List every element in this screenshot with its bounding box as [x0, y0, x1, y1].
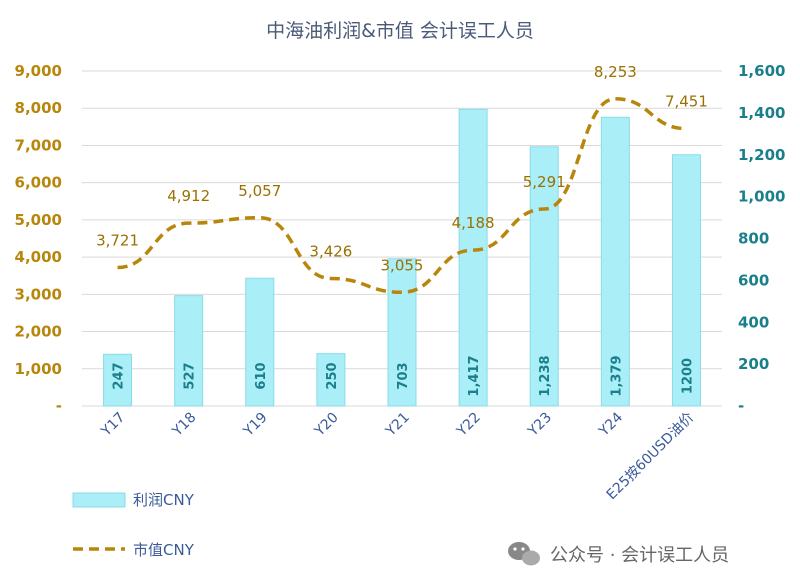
right-tick-label: 1,600	[738, 62, 785, 80]
line-labels: 3,721 4,912 5,057 3,426 3,055 4,188 5,291 8,253…	[96, 63, 708, 274]
left-tick-label: 6,000	[15, 174, 62, 192]
bar-series	[103, 108, 701, 407]
bar	[245, 277, 275, 407]
legend-label-bar: 利润CNY	[133, 491, 195, 509]
legend: 利润CNY 市值CNY	[72, 491, 195, 559]
bar-value-label: 1,379	[609, 355, 624, 396]
category-label: Y17	[98, 410, 129, 441]
left-tick-label: 4,000	[15, 248, 62, 266]
bar	[458, 108, 488, 407]
bar-labels: 247 527 610 250 703 1,417 1,238 1,379 1200	[112, 355, 696, 396]
bar	[600, 116, 630, 407]
legend-label-line: 市值CNY	[133, 541, 195, 559]
category-label: Y24	[595, 409, 626, 440]
bar-value-label: 1,238	[538, 355, 553, 396]
left-tick-label: -	[56, 397, 62, 415]
category-label: Y20	[311, 410, 342, 441]
category-label: Y21	[382, 410, 413, 441]
bar-value-label: 250	[325, 362, 340, 389]
bar-value-label: 527	[183, 362, 198, 389]
watermark-text: 公众号 · 会计误工人员	[550, 545, 729, 566]
left-tick-label: 5,000	[15, 211, 62, 229]
left-tick-label: 1,000	[15, 360, 62, 378]
category-label: Y23	[524, 410, 555, 441]
bar	[387, 258, 417, 407]
right-tick-label: 1,400	[738, 104, 785, 122]
right-tick-label: 400	[738, 313, 769, 331]
left-tick-label: 2,000	[15, 323, 62, 341]
right-tick-label: -	[738, 397, 744, 415]
bar	[671, 154, 701, 407]
chart-title: 中海油利润&市值 会计误工人员	[266, 20, 534, 42]
bar	[174, 295, 204, 407]
watermark: 公众号 · 会计误工人员	[508, 542, 729, 566]
left-tick-label: 8,000	[15, 99, 62, 117]
bar	[103, 353, 133, 407]
left-axis: - 1,000 2,000 3,000 4,000 5,000 6,000 7,000 8,00…	[15, 62, 62, 415]
line-series	[117, 97, 687, 295]
line-value-label: 3,055	[381, 256, 424, 274]
bar-value-label: 1200	[680, 358, 695, 394]
bar-value-label: 703	[396, 362, 411, 389]
right-tick-label: 800	[738, 230, 769, 248]
left-tick-label: 3,000	[15, 285, 62, 303]
bar-value-label: 610	[254, 362, 269, 389]
category-label: Y18	[169, 410, 200, 441]
line-value-label: 7,451	[665, 93, 708, 111]
wechat-icon	[508, 542, 540, 566]
left-tick-label: 7,000	[15, 136, 62, 154]
line-value-label: 5,291	[523, 173, 566, 191]
bar	[316, 353, 346, 407]
left-tick-label: 9,000	[15, 62, 62, 80]
category-label: Y19	[240, 410, 271, 441]
line-value-label: 4,912	[167, 187, 210, 205]
line-value-label: 4,188	[452, 214, 495, 232]
right-axis: - 200 400 600 800 1,000 1,200 1,400 1,600	[738, 62, 785, 415]
legend-swatch-bar	[72, 492, 126, 508]
bar-value-label: 247	[112, 362, 127, 389]
line-value-label: 3,721	[96, 231, 139, 249]
right-tick-label: 1,000	[738, 188, 785, 206]
line-value-label: 5,057	[238, 182, 281, 200]
line-value-label: 3,426	[309, 242, 352, 260]
category-label: Y22	[453, 410, 484, 441]
right-tick-label: 600	[738, 271, 769, 289]
bar-value-label: 1,417	[467, 355, 482, 396]
right-tick-label: 1,200	[738, 146, 785, 164]
line-value-label: 8,253	[594, 63, 637, 81]
bar	[529, 146, 559, 407]
right-tick-label: 200	[738, 355, 769, 373]
